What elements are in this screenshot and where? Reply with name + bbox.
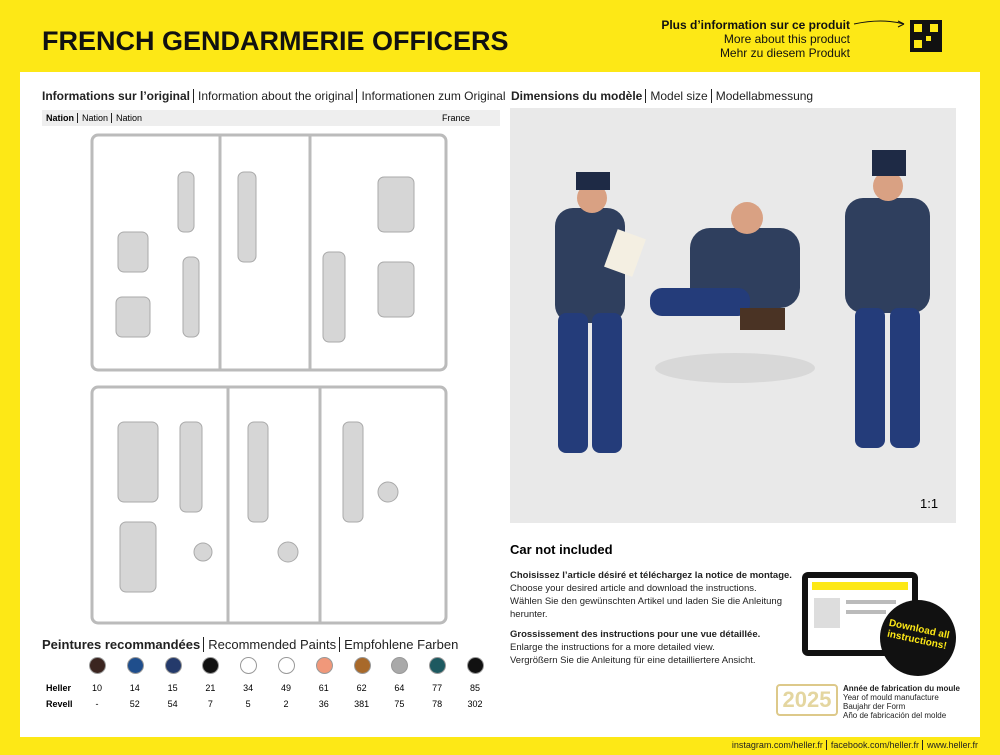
footer-link[interactable]: instagram.com/heller.fr <box>731 740 823 750</box>
paint-swatch <box>429 657 447 674</box>
more-info-line: Mehr zu diesem Produkt <box>719 46 850 60</box>
paint-swatch <box>391 657 409 674</box>
row-label: Heller <box>46 683 72 693</box>
paint-code: 14 <box>129 683 140 693</box>
paint-swatch <box>126 657 144 674</box>
title: FRENCH GENDARMERIE OFFICERS <box>42 26 509 56</box>
mould-labels: Année de fabrication du moule Year of mo… <box>843 684 960 720</box>
paint-swatch <box>240 657 258 674</box>
nation-value: France <box>442 113 471 123</box>
heading-text: Information about the original <box>193 89 354 103</box>
scale: 1:1 <box>920 496 939 511</box>
paint-code: 75 <box>394 699 405 709</box>
more-info-line: Plus d’information sur ce produit <box>661 18 850 32</box>
paint-code: 21 <box>205 683 216 693</box>
paint-code: 10 <box>91 683 102 693</box>
paint-code: 77 <box>432 683 443 693</box>
heading-text: Empfohlene Farben <box>339 637 459 652</box>
nation-label: Nation <box>46 113 74 123</box>
text-line: Enlarge the instructions for a more deta… <box>510 642 715 653</box>
paint-code: 61 <box>318 683 329 693</box>
paint-swatch <box>89 657 106 674</box>
text-line: Vergrößern Sie die Anleitung für eine de… <box>510 655 756 666</box>
paint-swatch <box>202 657 220 674</box>
mould-label: Année de fabrication du moule <box>843 684 960 693</box>
text-line: Wählen Sie den gewünschten Artikel und l… <box>510 596 782 620</box>
text-line: Grossissement des instructions pour une … <box>510 629 761 640</box>
mould-year: 2025 <box>776 684 838 716</box>
paint-code: 85 <box>469 683 480 693</box>
paint-code: - <box>95 699 99 709</box>
paint-swatch <box>164 657 182 674</box>
nation-label: Nation <box>77 113 109 123</box>
download-text: Choisissez l’article désiré et télécharg… <box>510 569 795 621</box>
paint-code: 34 <box>243 683 254 693</box>
paint-code: 2 <box>283 699 289 709</box>
nation-row: Nation Nation Nation France <box>42 110 500 126</box>
mould-label: Year of mould manufacture <box>843 693 939 702</box>
more-info: Plus d’information sur ce produit More a… <box>661 18 850 60</box>
model-heading: Dimensions du modèle Model size Modellabme… <box>511 89 814 103</box>
mould-label: Baujahr der Form <box>843 702 906 711</box>
original-heading: Informations sur l’original Information a… <box>42 89 506 103</box>
paint-code: 302 <box>467 699 483 709</box>
mould-label: Año de fabricación del molde <box>843 711 947 720</box>
paints-heading: Peintures recommandées Recommended Paints… <box>42 637 459 652</box>
text-line: Choisissez l’article désiré et télécharg… <box>510 570 792 581</box>
paint-code: 36 <box>318 699 329 709</box>
paint-code: 381 <box>354 699 370 709</box>
nation-label: Nation <box>111 113 143 123</box>
car-note: Car not included <box>510 542 613 557</box>
paints-table: Heller 10 14 15 21 34 49 61 62 64 77 85 Revell -52 54 7… <box>42 655 502 715</box>
paint-code: 62 <box>356 683 367 693</box>
heading-text: Model size <box>645 89 708 103</box>
paint-code: 64 <box>394 683 405 693</box>
paint-swatch <box>353 657 371 674</box>
paint-swatch <box>315 657 333 674</box>
paint-code: 7 <box>207 699 213 709</box>
heading-text: Informationen zum Original <box>356 89 506 103</box>
paint-swatch <box>278 657 295 674</box>
enlarge-text: Grossissement des instructions pour une … <box>510 628 795 667</box>
paint-code: 49 <box>280 683 291 693</box>
footer-link[interactable]: www.heller.fr <box>921 740 978 750</box>
text-line: Choose your desired article and download… <box>510 583 757 594</box>
paint-code: 5 <box>245 699 251 709</box>
paint-code: 78 <box>432 699 443 709</box>
paint-code: 52 <box>129 699 140 709</box>
qr-arrow <box>853 20 942 52</box>
heading-text: Peintures recommandées <box>42 637 201 652</box>
figures-image <box>510 108 956 523</box>
footer-link[interactable]: facebook.com/heller.fr <box>825 740 919 750</box>
paint-code: 54 <box>167 699 178 709</box>
heading-text: Dimensions du modèle <box>511 89 643 103</box>
sprue-image <box>90 133 448 625</box>
heading-text: Modellabmessung <box>710 89 814 103</box>
badge-circle <box>880 600 956 676</box>
more-info-line: More about this product <box>723 32 850 46</box>
heading-text: Informations sur l’original <box>42 89 191 103</box>
row-label: Revell <box>46 699 73 709</box>
footer: instagram.com/heller.fr facebook.com/hell… <box>732 740 978 750</box>
heading-text: Recommended Paints <box>203 637 337 652</box>
paint-code: 15 <box>167 683 178 693</box>
paint-swatch <box>467 657 484 674</box>
